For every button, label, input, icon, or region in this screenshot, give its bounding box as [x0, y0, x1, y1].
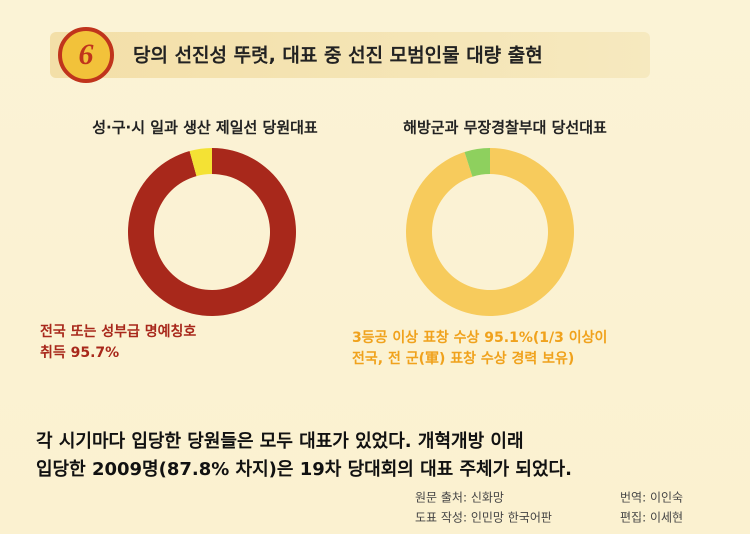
donut-segment: [406, 148, 574, 316]
chart-title: 해방군과 무장경찰부대 당선대표: [403, 119, 607, 137]
credit: 원문 출처: 신화망: [415, 491, 504, 505]
annotation: 전국 또는 성부급 명예칭호: [40, 323, 196, 340]
annotation: 3등공 이상 표창 수상 95.1%(1/3 이상이: [352, 329, 607, 346]
donut-segment: [464, 148, 490, 177]
credit: 번역: 이인숙: [620, 491, 683, 505]
badge-number: 6: [79, 38, 94, 71]
annotation: 취득 95.7%: [40, 345, 119, 361]
annotation: 전국, 전 군(軍) 표창 수상 경력 보유): [352, 350, 574, 367]
credit: 편집: 이세현: [620, 511, 683, 525]
summary-line: 각 시기마다 입당한 당원들은 모두 대표가 있었다. 개혁개방 이래: [36, 430, 524, 452]
credit: 도표 작성: 인민망 한국어판: [415, 511, 552, 525]
summary-line: 입당한 2009명(87.8% 차지)은 19차 당대회의 대표 주체가 되었다…: [36, 458, 572, 480]
donut-segment: [127, 148, 296, 317]
donut-segment: [189, 148, 212, 177]
number-badge: [58, 27, 114, 83]
header-title: 당의 선진성 뚜렷, 대표 중 선진 모범인물 대량 출현: [133, 45, 543, 67]
chart-title: 성·구·시 일과 생산 제일선 당원대표: [92, 119, 318, 137]
header-band: [50, 32, 650, 78]
